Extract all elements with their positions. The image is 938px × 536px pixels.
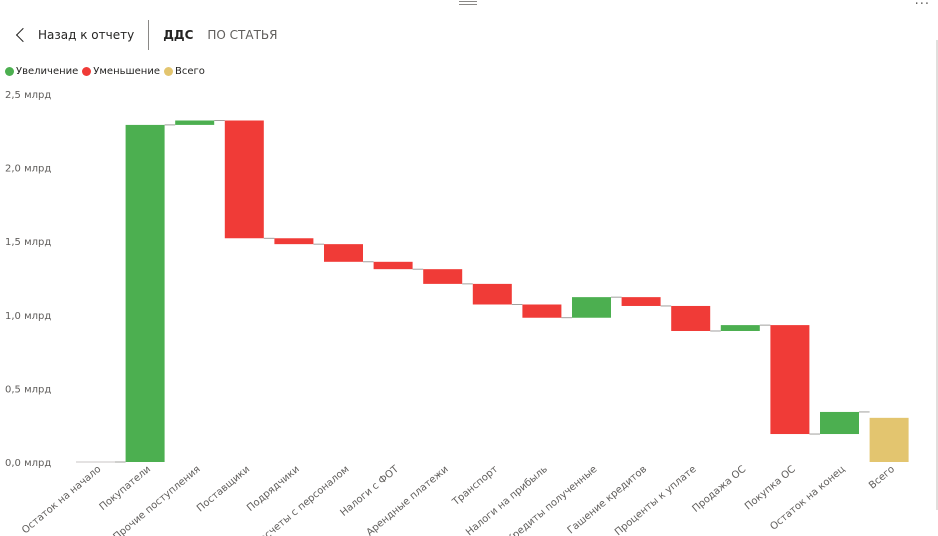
y-tick-label: 0,5 млрд [5,384,51,395]
x-tick-label: Покупка ОС [743,464,798,513]
legend-item-total[interactable]: Всего [164,66,205,77]
bar-increase[interactable] [720,325,760,331]
bar-increase[interactable] [572,297,611,318]
bar-decrease[interactable] [621,297,661,306]
bar-decrease[interactable] [522,304,562,318]
legend-dot-total [164,67,173,76]
bar-decrease[interactable] [472,283,512,305]
legend-label-increase: Увеличение [16,66,79,77]
legend-dot-decrease [82,67,92,76]
bar-decrease[interactable] [373,261,413,270]
back-to-report-button[interactable]: Назад к отчету [10,27,148,43]
x-tick-label: Арендные платежи [365,464,451,536]
x-tick-label: Всего [867,464,897,492]
bar-decrease[interactable] [274,238,314,245]
x-tick-label: Прочие поступления [111,464,202,536]
tab-po-statya[interactable]: ПО СТАТЬЯ [207,28,278,42]
x-tick-label: Остаток на начало [20,464,103,536]
legend-dot-increase [5,67,14,76]
legend-label-decrease: Уменьшение [93,66,160,77]
x-tick-label: Проценты к уплате [613,464,699,536]
x-tick-label: Налоги на прибыль [464,464,550,536]
drag-handle-icon[interactable] [459,1,477,7]
bar-decrease[interactable] [671,305,711,331]
header: Назад к отчету ДДС ПО СТАТЬЯ [10,18,291,52]
back-button-label: Назад к отчету [38,28,135,42]
bar-decrease[interactable] [224,120,264,239]
y-tick-label: 2,0 млрд [5,164,51,175]
y-tick-label: 0,0 млрд [5,458,51,469]
bar-increase[interactable] [175,120,215,125]
x-tick-label: Поставщики [195,464,252,514]
bar-increase[interactable] [125,124,165,463]
header-separator [148,20,150,50]
bar-total[interactable] [869,417,909,462]
y-tick-label: 1,0 млрд [5,311,51,322]
legend-item-decrease[interactable]: Уменьшение [82,66,160,77]
legend-item-increase[interactable]: Увеличение [5,66,78,77]
bar-increase[interactable] [820,411,859,435]
legend-label-total: Всего [175,66,205,77]
bar-decrease[interactable] [770,325,810,435]
y-tick-label: 2,5 млрд [5,90,51,101]
y-tick-label: 1,5 млрд [5,237,51,248]
more-options-icon[interactable]: ··· [914,0,930,12]
tab-dds[interactable]: ДДС [163,28,194,42]
x-tick-label: Транспорт [450,464,500,509]
bar-decrease[interactable] [324,244,363,262]
bar-decrease[interactable] [423,269,463,284]
visual-edge [936,40,938,510]
x-tick-label: Продажа ОС [690,464,748,515]
chart-legend: Увеличение Уменьшение Всего [5,66,209,77]
